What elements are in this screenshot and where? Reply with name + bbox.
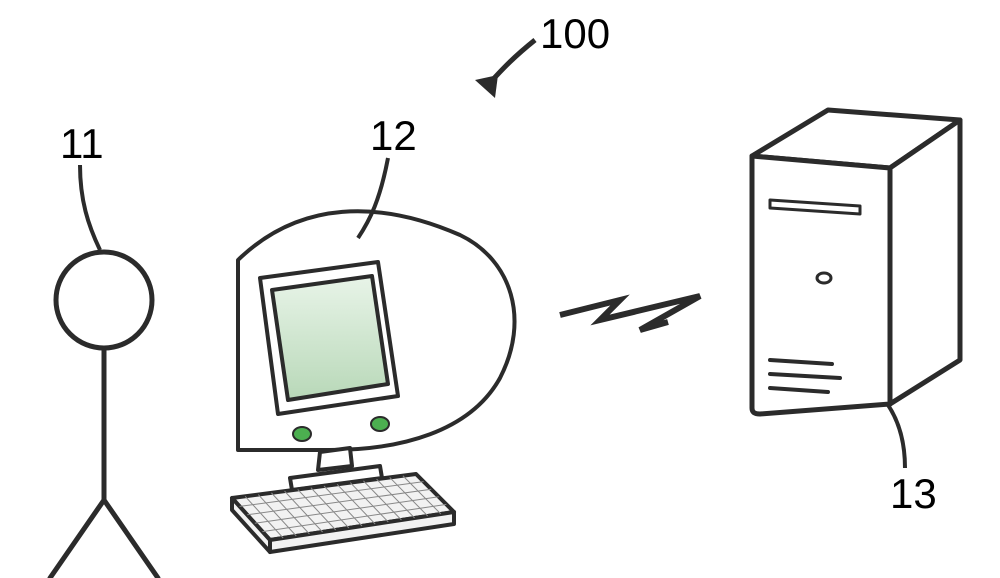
label-terminal: 12 [370, 112, 417, 160]
server-tower [752, 110, 960, 414]
leader-system [475, 40, 535, 98]
label-server: 13 [890, 470, 937, 518]
leader-user [80, 165, 100, 250]
wireless-link-icon [560, 296, 700, 330]
leader-server [888, 405, 905, 468]
label-user: 11 [60, 120, 104, 168]
label-system: 100 [540, 10, 610, 58]
computer-terminal [232, 211, 515, 552]
diagram-canvas [0, 0, 1000, 578]
user-figure [50, 252, 158, 578]
keyboard [232, 474, 454, 552]
